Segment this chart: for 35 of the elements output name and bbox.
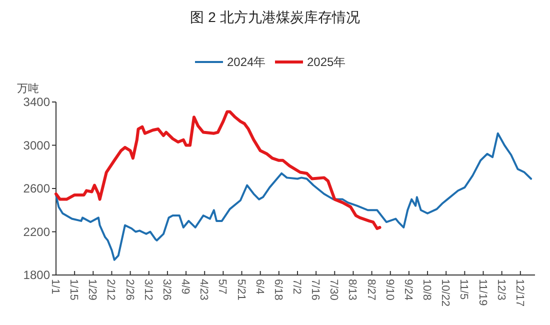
x-tick-label: 12/17 — [513, 279, 526, 307]
x-tick-label: 7/2 — [290, 279, 302, 294]
x-tick-label: 5/7 — [216, 279, 228, 294]
x-tick-label: 8/13 — [346, 279, 358, 300]
chart-title: 图 2 北方九港煤炭库存情况 — [190, 9, 360, 25]
x-tick-label: 6/4 — [253, 279, 266, 294]
x-tick-label: 11/5 — [458, 279, 470, 300]
x-tick-label: 8/27 — [364, 279, 377, 300]
x-tick-label: 2/12 — [104, 279, 117, 300]
x-tick-label: 11/19 — [476, 279, 488, 306]
x-tick-label: 5/21 — [234, 279, 247, 300]
y-tick-label: 2600 — [23, 182, 50, 196]
x-tick-label: 9/10 — [383, 279, 396, 300]
x-tick-label: 3/26 — [160, 279, 172, 300]
x-tick-label: 7/16 — [309, 279, 322, 300]
x-tick-label: 1/29 — [86, 279, 98, 300]
y-tick-label: 3000 — [23, 138, 50, 152]
x-tick-label: 9/24 — [402, 279, 414, 300]
y-tick-label: 3400 — [23, 95, 50, 109]
x-tick-label: 4/23 — [198, 279, 210, 300]
x-tick-label: 1/1 — [49, 279, 61, 294]
legend-label: 2025年 — [307, 55, 346, 69]
legend-label: 2024年 — [227, 55, 266, 69]
x-tick-label: 7/30 — [328, 279, 340, 300]
x-tick-label: 4/9 — [179, 279, 192, 294]
y-axis-title: 万吨 — [17, 82, 39, 95]
x-tick-label: 12/3 — [494, 279, 507, 300]
y-tick-label: 2200 — [23, 224, 50, 239]
x-tick-label: 10/8 — [420, 279, 433, 300]
x-tick-label: 2/26 — [123, 279, 136, 300]
y-tick-label: 1800 — [23, 268, 50, 282]
x-tick-label: 10/22 — [439, 279, 452, 307]
x-tick-label: 1/15 — [68, 279, 80, 300]
x-tick-label: 3/12 — [142, 279, 154, 300]
x-tick-label: 6/18 — [272, 279, 284, 300]
